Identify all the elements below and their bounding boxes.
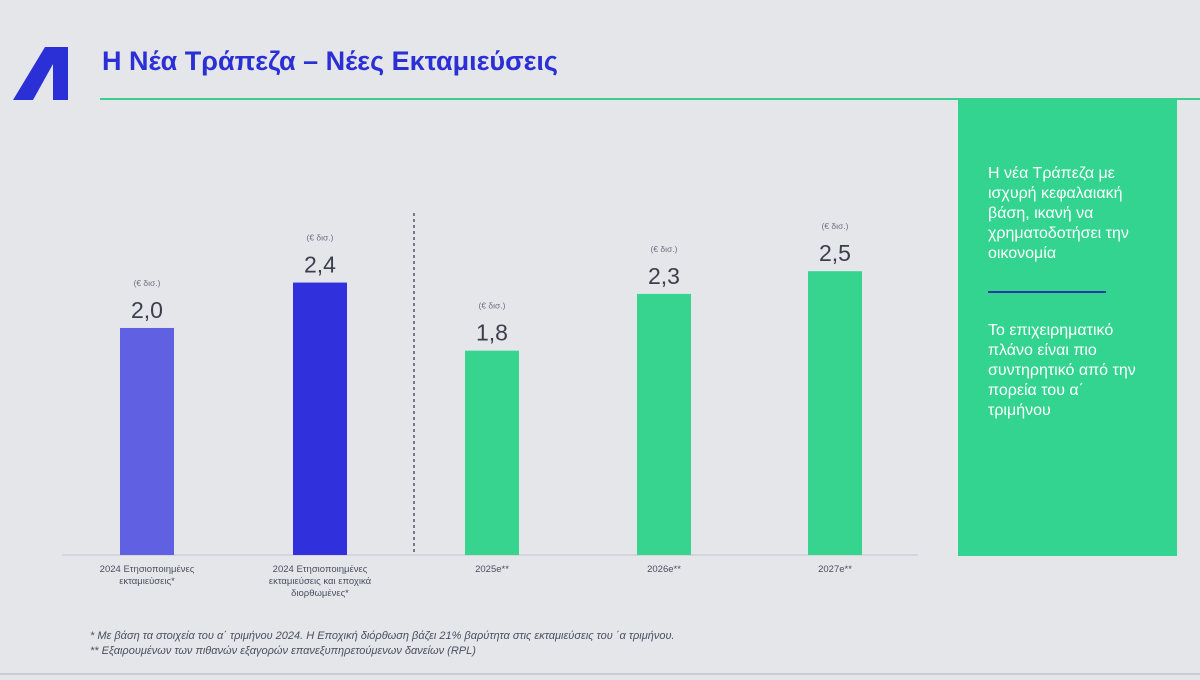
bar <box>465 350 519 555</box>
footnote-2: ** Εξαιρουμένων των πιθανών εξαγορών επα… <box>90 645 476 657</box>
disbursements-bar-chart: 2,0(€ δισ.)2024 Ετησιοποιημένεςεκταμιεύσ… <box>62 213 918 599</box>
data-label: 2,4 <box>304 252 336 278</box>
title-divider <box>100 98 1200 100</box>
footnotes: * Με βάση τα στοιχεία του α΄ τριμήνου 20… <box>90 629 675 659</box>
unit-label: (€ δισ.) <box>651 244 678 254</box>
category-label: εκταμιεύσεις και εποχικά <box>269 576 372 587</box>
category-label: 2025e** <box>475 564 509 575</box>
bar <box>637 293 691 555</box>
data-label: 1,8 <box>476 320 508 346</box>
category-label: 2026e** <box>647 564 681 575</box>
bar <box>293 282 347 555</box>
data-label: 2,3 <box>648 263 680 289</box>
key-messages-panel: Η νέα Τράπεζα με ισχυρή κεφαλαιακή βάση,… <box>958 100 1177 556</box>
category-label: εκταμιεύσεις* <box>119 576 175 587</box>
footnote-1: * Με βάση τα στοιχεία του α΄ τριμήνου 20… <box>90 630 675 642</box>
unit-label: (€ δισ.) <box>822 221 849 231</box>
category-label: 2024 Ετησιοποιημένες <box>100 564 195 575</box>
category-label: 2024 Ετησιοποιημένες <box>273 564 368 575</box>
brand-logo-icon <box>13 47 68 100</box>
key-message-plan: Το επιχειρηματικό πλάνο είναι πιο συντηρ… <box>988 322 1136 419</box>
bar <box>808 271 862 555</box>
panel-divider <box>988 291 1106 293</box>
data-label: 2,0 <box>131 297 163 323</box>
unit-label: (€ δισ.) <box>307 233 334 243</box>
key-message-capital: Η νέα Τράπεζα με ισχυρή κεφαλαιακή βάση,… <box>988 165 1129 262</box>
category-label: 2027e** <box>818 564 852 575</box>
unit-label: (€ δισ.) <box>134 278 161 288</box>
bottom-divider <box>0 673 1200 675</box>
unit-label: (€ δισ.) <box>479 301 506 311</box>
category-label: διορθωμένες* <box>291 588 349 599</box>
page-title: Η Νέα Τράπεζα – Νέες Εκταμιεύσεις <box>102 46 558 76</box>
bar <box>120 327 174 555</box>
data-label: 2,5 <box>819 240 851 266</box>
